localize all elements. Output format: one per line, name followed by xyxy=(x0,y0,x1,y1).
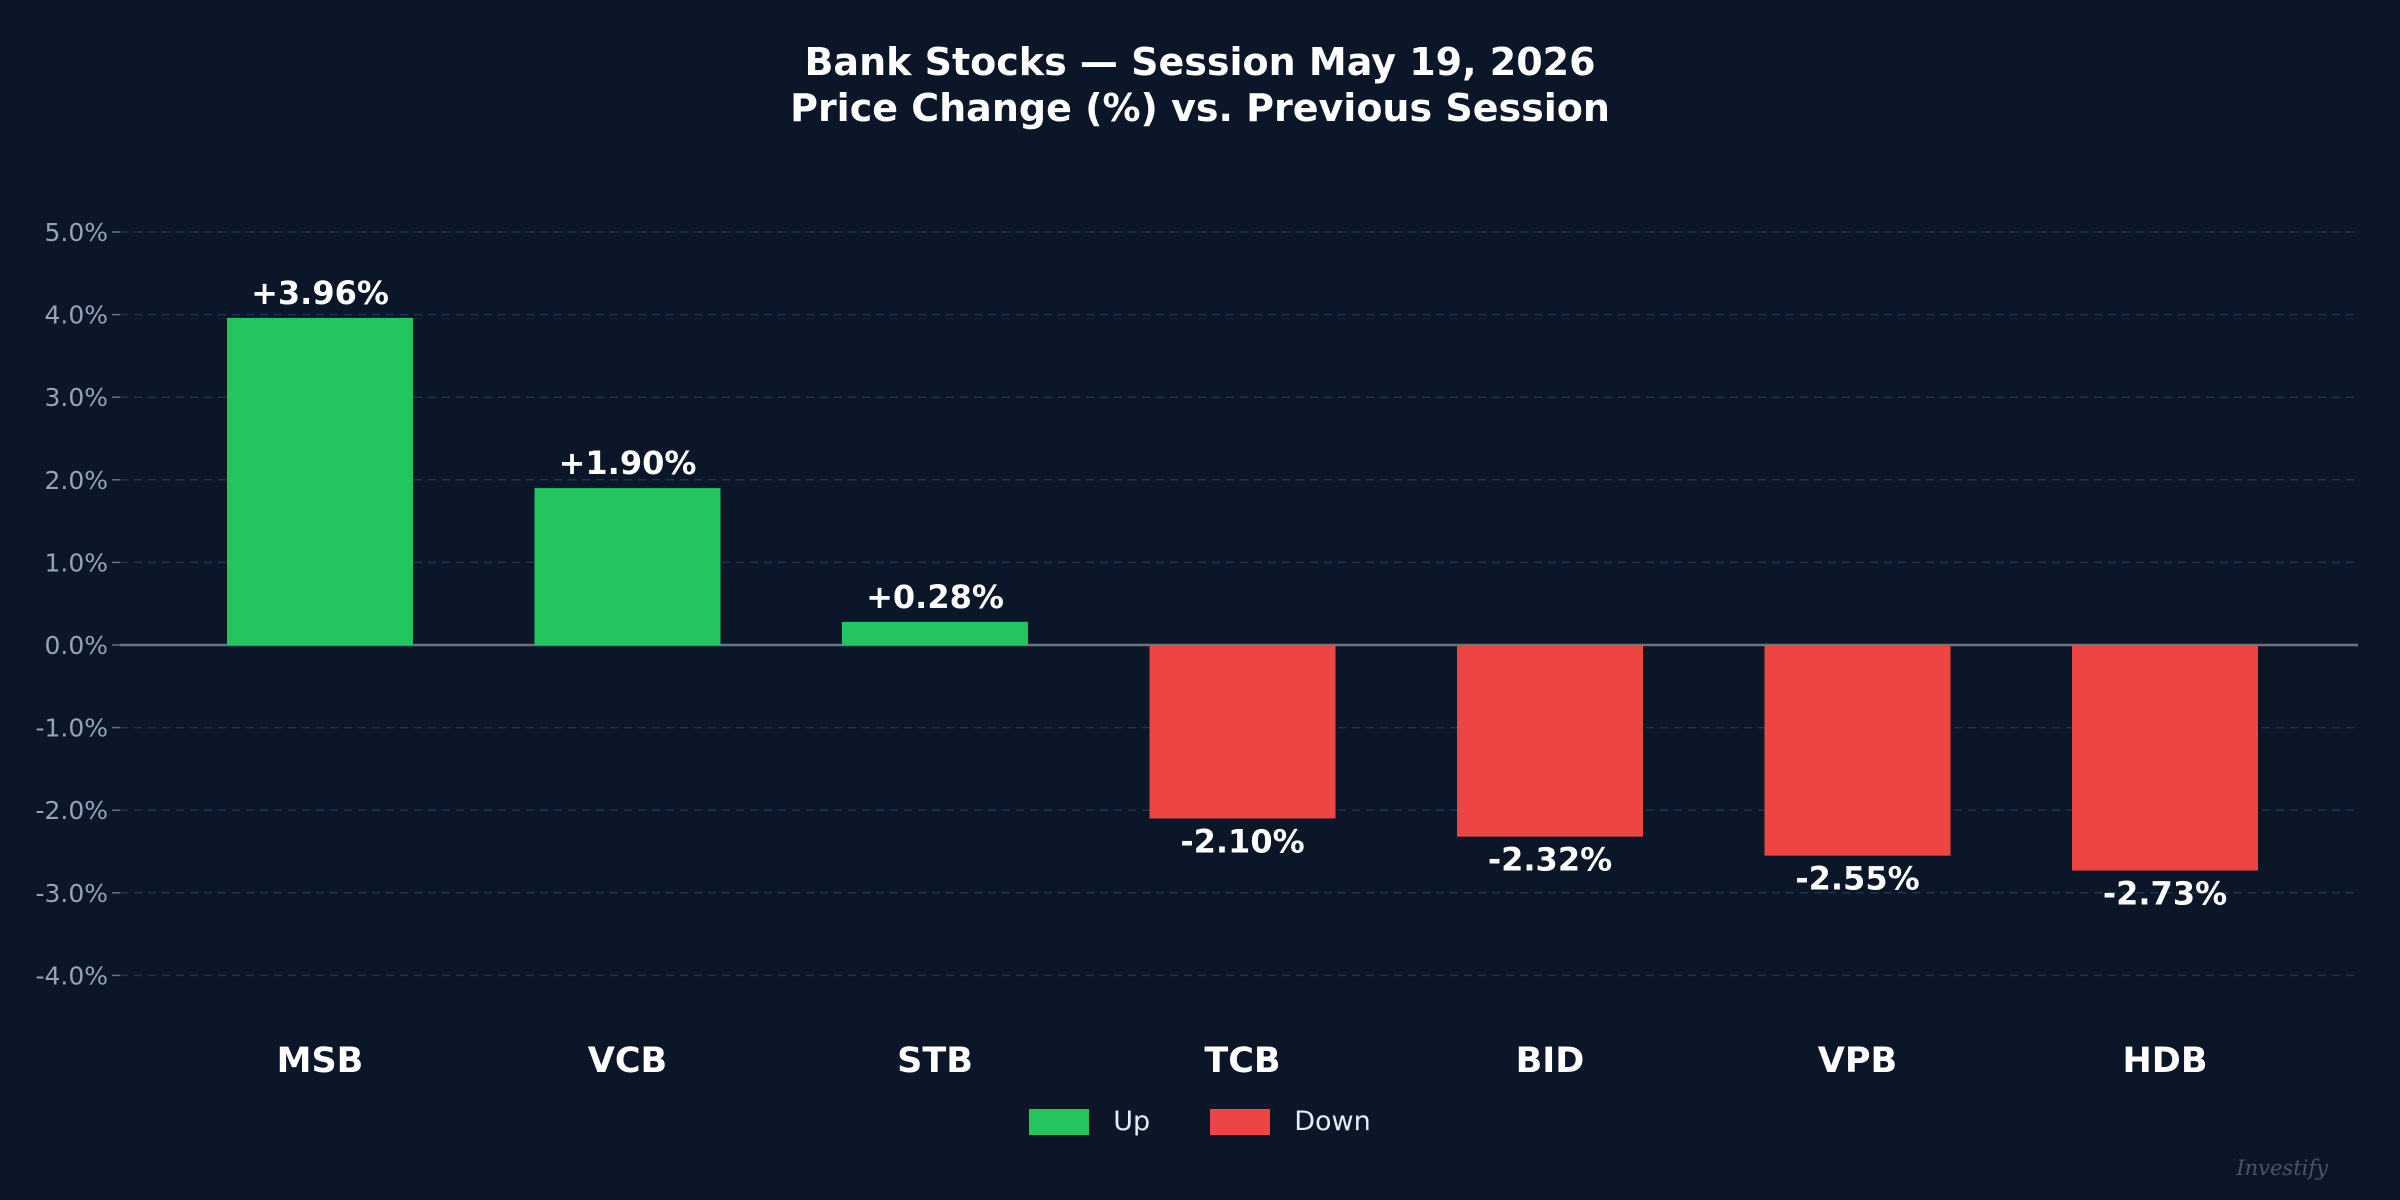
x-tick-label: STB xyxy=(897,1041,973,1081)
y-tick-label: 4.0% xyxy=(44,301,108,330)
chart-subtitle: Price Change (%) vs. Previous Session xyxy=(790,86,1610,130)
data-label: -2.55% xyxy=(1795,860,1919,898)
data-label: -2.73% xyxy=(2103,874,2227,912)
y-tick-label: 0.0% xyxy=(44,631,108,660)
y-tick-label: -4.0% xyxy=(35,961,108,990)
bar-vcb xyxy=(534,488,721,645)
data-label: -2.10% xyxy=(1180,822,1304,860)
bar-stb xyxy=(842,621,1028,645)
x-tick-label: HDB xyxy=(2122,1041,2207,1081)
bar-bid xyxy=(1457,645,1643,837)
legend-swatch-up xyxy=(1029,1108,1090,1135)
data-label: -2.32% xyxy=(1488,841,1612,879)
chart-title: Bank Stocks — Session May 19, 2026 xyxy=(804,40,1596,84)
bar-hdb xyxy=(2072,645,2258,871)
legend-label-down: Down xyxy=(1294,1106,1371,1137)
bar-tcb xyxy=(1149,645,1336,819)
data-label: +3.96% xyxy=(251,274,389,312)
x-tick-label: BID xyxy=(1516,1041,1585,1081)
x-tick-label: VCB xyxy=(588,1041,667,1081)
y-tick-label: 5.0% xyxy=(44,218,108,247)
data-label: +0.28% xyxy=(866,578,1004,616)
x-tick-label: VPB xyxy=(1818,1041,1897,1081)
y-tick-label: -1.0% xyxy=(35,714,108,743)
y-tick-label: -3.0% xyxy=(35,879,108,908)
x-tick-label: MSB xyxy=(277,1041,364,1081)
x-tick-label: TCB xyxy=(1204,1041,1280,1081)
y-tick-label: 1.0% xyxy=(44,548,108,577)
bar-msb xyxy=(227,317,413,645)
chart-legend: Up Down xyxy=(0,1106,2400,1137)
legend-swatch-down xyxy=(1210,1108,1271,1135)
bar-vpb xyxy=(1764,645,1951,856)
legend-item-down[interactable]: Down xyxy=(1210,1106,1371,1137)
watermark: Investify xyxy=(2236,1156,2328,1180)
y-tick-label: -2.0% xyxy=(35,796,108,825)
legend-item-up[interactable]: Up xyxy=(1029,1106,1150,1137)
legend-label-up: Up xyxy=(1113,1106,1151,1137)
y-tick-label: 3.0% xyxy=(44,383,108,412)
y-tick-label: 2.0% xyxy=(44,466,108,495)
data-label: +1.90% xyxy=(559,444,697,482)
